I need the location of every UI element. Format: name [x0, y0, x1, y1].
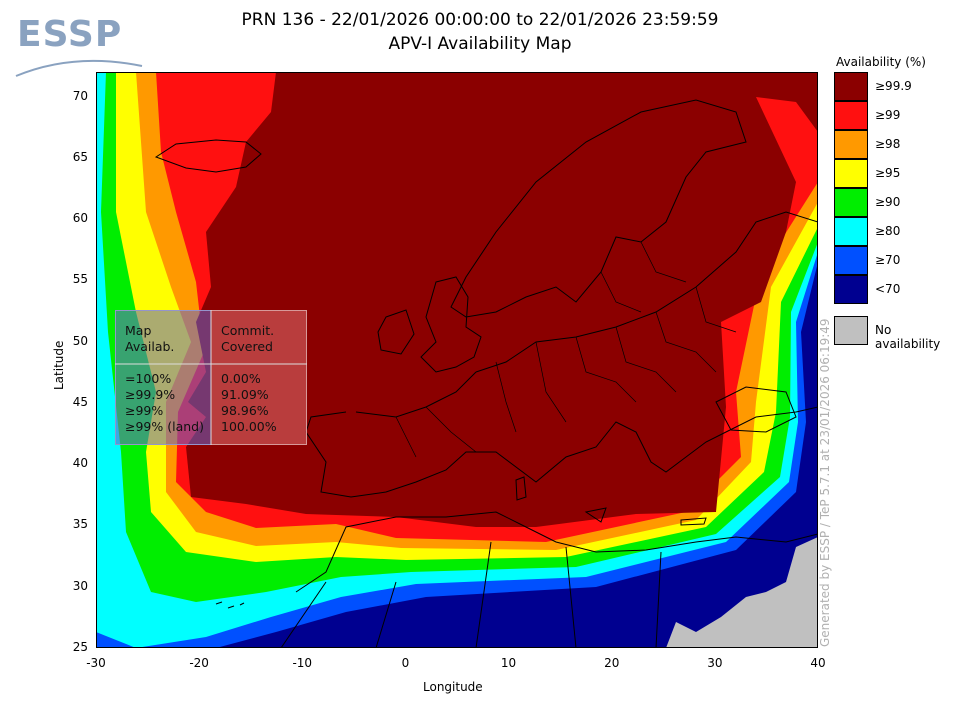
- y-tick-label: 35: [72, 517, 88, 532]
- y-axis-label: Latitude: [52, 340, 66, 390]
- stats-header-right: Commit. Covered: [221, 323, 275, 354]
- y-tick-label: 65: [72, 149, 88, 164]
- x-tick-label: -10: [292, 656, 313, 670]
- stats-row-2-right: 98.96%: [221, 403, 269, 418]
- coast-black-sea: [715, 386, 797, 433]
- coast-britain: [420, 276, 482, 373]
- coast-iceland: [154, 139, 262, 173]
- legend-label-no-availability: No availability: [875, 323, 941, 351]
- legend-title: Availability (%): [836, 55, 926, 69]
- stats-row-1-right: 91.09%: [221, 387, 269, 402]
- coast-canaries: [215, 601, 245, 609]
- essp-logo: [15, 59, 143, 77]
- coast-north-africa: [295, 511, 818, 593]
- x-tick-label: 30: [707, 656, 723, 670]
- legend-swatch: [834, 101, 868, 130]
- legend-swatch: [834, 246, 868, 275]
- legend-swatch-no-availability: [834, 316, 868, 345]
- coast-scandinavia: [450, 99, 747, 318]
- x-tick-label: 0: [401, 656, 410, 670]
- legend-label: <70: [875, 282, 901, 296]
- y-tick-label: 25: [72, 640, 88, 654]
- y-tick-label: 40: [72, 456, 88, 471]
- zone-99-9: [186, 72, 818, 527]
- legend-swatch: [834, 275, 868, 304]
- title-line-1: PRN 136 - 22/01/2026 00:00:00 to 22/01/2…: [241, 10, 719, 30]
- x-tick-label: 10: [500, 656, 517, 670]
- stats-row-2-left: ≥99%: [125, 403, 164, 418]
- y-tick-label: 60: [72, 211, 88, 226]
- border-africa: [280, 541, 662, 648]
- generated-credit: Generated by ESSP / TeP 5.7.1 at 23/01/2…: [818, 318, 832, 647]
- x-tick-label: 20: [604, 656, 620, 670]
- legend-label: ≥98: [875, 137, 901, 151]
- legend-swatch: [834, 72, 868, 101]
- coast-sicily: [584, 507, 607, 523]
- legend-label: ≥90: [875, 195, 901, 209]
- borders-europe: [395, 241, 737, 458]
- stats-row-1-left: ≥99.9%: [125, 387, 176, 402]
- x-tick-label: -30: [86, 656, 106, 670]
- coast-crete: [680, 517, 707, 526]
- stats-row-0-left: =100%: [125, 371, 172, 386]
- legend-swatch: [834, 159, 868, 188]
- coast-ireland: [377, 309, 415, 355]
- x-tick-label: 40: [810, 656, 826, 670]
- legend-label: ≥70: [875, 253, 901, 267]
- essp-logo-text: ESSP: [17, 14, 123, 55]
- x-axis-label: Longitude: [423, 680, 483, 694]
- y-tick-label: 45: [72, 394, 88, 409]
- legend-swatch: [834, 217, 868, 246]
- legend-swatch: [834, 188, 868, 217]
- map-title: PRN 136 - 22/01/2026 00:00:00 to 22/01/2…: [0, 8, 960, 56]
- legend-label: ≥80: [875, 224, 901, 238]
- legend-label: ≥99: [875, 108, 901, 122]
- coast-sardinia: [515, 476, 527, 501]
- legend-label: ≥99.9: [875, 79, 912, 93]
- legend-label: ≥95: [875, 166, 901, 180]
- y-tick-label: 50: [72, 333, 88, 348]
- stats-table: Map Availab. Commit. Covered =100% 0.00%…: [115, 310, 307, 445]
- y-tick-label: 30: [72, 578, 88, 593]
- x-tick-label: -20: [189, 656, 209, 670]
- title-line-2: APV-I Availability Map: [388, 34, 572, 54]
- y-tick-label: 70: [72, 88, 88, 103]
- stats-row-3-right: 100.00%: [221, 419, 277, 434]
- zone-no-availability: [666, 537, 818, 648]
- stats-row-3-left: ≥99% (land): [125, 419, 204, 434]
- stats-header-left: Map Availab.: [125, 323, 175, 354]
- y-tick-label: 55: [72, 272, 88, 287]
- legend-swatch: [834, 130, 868, 159]
- stats-row-0-right: 0.00%: [221, 371, 261, 386]
